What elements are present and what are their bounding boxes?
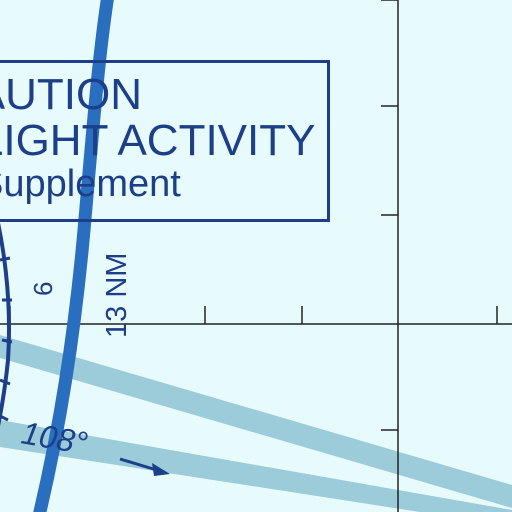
caution-notice-box [0,60,330,222]
range-ring-label: 13 NM [101,253,133,338]
range-ring-inner [0,222,11,427]
course-label: 108° [19,414,91,461]
notice-line-caution: CAUTION [0,70,142,119]
airway-band [0,335,512,512]
arrow-right-icon [119,457,170,476]
range-ring-13nm [33,0,114,512]
ring-ticks [0,256,13,422]
notice-line-flight-activity: FLIGHT ACTIVITY [0,116,316,165]
airway-band-lower [0,420,512,512]
airway-band-upper [0,335,512,508]
notice-line-supplement: Supplement [0,163,181,205]
inner-ring-label: 6 [28,282,58,296]
